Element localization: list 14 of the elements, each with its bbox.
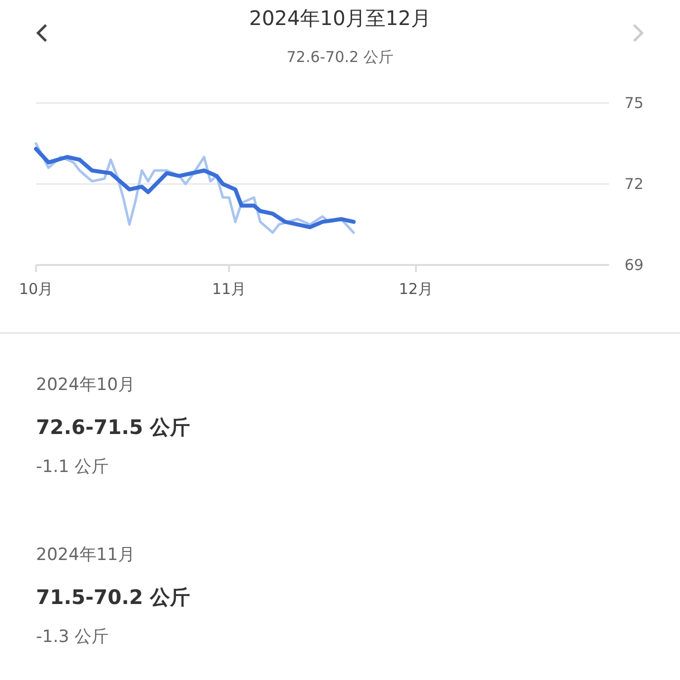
x-tick-label: 10月 (18, 280, 54, 298)
x-tick-label: 11月 (212, 280, 246, 298)
chart-subtitle: 72.6-70.2 公斤 (286, 48, 394, 66)
y-tick-label: 69 (624, 256, 644, 274)
text: 2024年10月 (36, 375, 135, 395)
text: 71.5-70.2 公斤 (36, 585, 190, 609)
text: 72.6-71.5 公斤 (36, 415, 190, 439)
text: -1.3 公斤 (36, 627, 109, 647)
text: -1.1 公斤 (36, 457, 109, 477)
y-tick-label: 72 (624, 175, 644, 193)
text: 2024年11月 (36, 545, 135, 565)
y-tick-label: 75 (624, 94, 644, 112)
x-tick-label: 12月 (398, 280, 433, 298)
chart-title: 2024年10月至12月 (249, 6, 431, 30)
